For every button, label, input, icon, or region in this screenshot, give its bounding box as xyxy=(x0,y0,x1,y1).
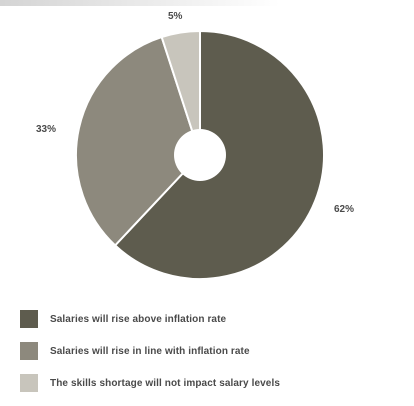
legend-swatch-0 xyxy=(20,310,38,328)
slice-label-0: 62% xyxy=(334,204,354,215)
legend-item-2: The skills shortage will not impact sala… xyxy=(20,373,410,393)
legend-swatch-2 xyxy=(20,374,38,392)
pie-slice-2 xyxy=(160,29,201,156)
donut-chart: 62% 33% 5% xyxy=(36,11,354,280)
pie-slice-1 xyxy=(75,35,202,247)
legend-label-0: Salaries will rise above inflation rate xyxy=(50,313,227,325)
legend-item-1: Salaries will rise in line with inflatio… xyxy=(20,341,410,361)
legend: Salaries will rise above inflation rate … xyxy=(20,309,410,405)
slice-label-1: 33% xyxy=(36,124,56,135)
legend-swatch-1 xyxy=(20,342,38,360)
legend-label-1: Salaries will rise in line with inflatio… xyxy=(50,345,250,357)
legend-item-0: Salaries will rise above inflation rate xyxy=(20,309,410,329)
legend-label-2: The skills shortage will not impact sala… xyxy=(50,377,280,389)
slice-label-2: 5% xyxy=(168,11,183,22)
donut-hole xyxy=(174,129,226,181)
header-strip xyxy=(0,0,280,6)
